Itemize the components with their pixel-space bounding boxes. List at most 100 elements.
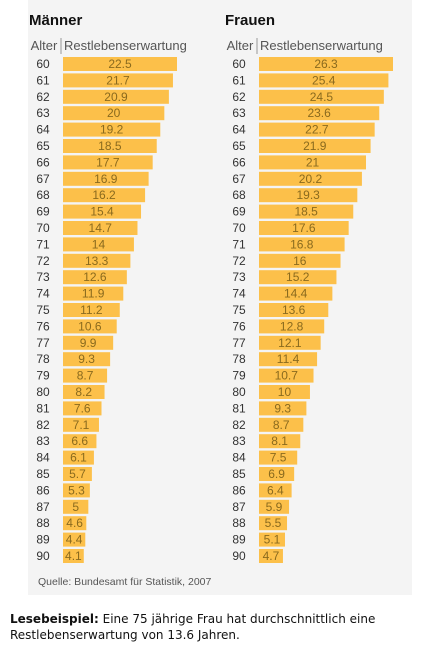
frauen-age-label: 72 bbox=[232, 254, 246, 268]
maenner-bar bbox=[63, 204, 142, 219]
source-note: Quelle: Bundesamt für Statistik, 2007 bbox=[38, 576, 212, 588]
maenner-age-label: 65 bbox=[36, 139, 50, 153]
frauen-value-label: 21 bbox=[306, 155, 320, 169]
maenner-bar bbox=[63, 253, 131, 268]
frauen-bar bbox=[259, 188, 358, 203]
frauen-value-label: 7.5 bbox=[270, 451, 287, 465]
frauen-age-label: 87 bbox=[232, 500, 246, 514]
maenner-bar bbox=[63, 516, 87, 531]
maenner-value-label: 5.7 bbox=[69, 467, 86, 481]
frauen-value-label: 16.8 bbox=[290, 237, 314, 251]
frauen-bar bbox=[259, 549, 283, 563]
frauen-bar bbox=[259, 155, 366, 170]
maenner-bar bbox=[63, 499, 89, 514]
maenner-age-label: 69 bbox=[36, 205, 50, 219]
frauen-bar bbox=[259, 319, 325, 334]
frauen-age-label: 68 bbox=[232, 188, 246, 202]
frauen-age-label: 78 bbox=[232, 352, 246, 366]
maenner-age-label: 74 bbox=[36, 287, 50, 301]
maenner-bar bbox=[63, 319, 117, 334]
frauen-value-label: 10 bbox=[278, 385, 292, 399]
frauen-value-label: 5.1 bbox=[264, 533, 281, 547]
frauen-age-label: 62 bbox=[232, 90, 246, 104]
maenner-value-label: 11.2 bbox=[80, 303, 103, 317]
frauen-bar bbox=[259, 106, 380, 121]
frauen-value-label: 23.6 bbox=[307, 106, 331, 120]
frauen-bar bbox=[259, 237, 345, 252]
maenner-bar bbox=[63, 57, 177, 71]
maenner-value-label: 15.4 bbox=[90, 205, 114, 219]
maenner-age-label: 61 bbox=[36, 73, 50, 87]
maenner-bar bbox=[63, 549, 84, 563]
maenner-bar bbox=[63, 286, 124, 301]
maenner-value-label: 14 bbox=[92, 237, 106, 251]
maenner-age-label: 75 bbox=[36, 303, 50, 317]
frauen-age-label: 86 bbox=[232, 483, 246, 497]
frauen-title: Frauen bbox=[225, 12, 275, 29]
frauen-value-label: 17.6 bbox=[292, 221, 316, 235]
frauen-age-label: 63 bbox=[232, 106, 246, 120]
maenner-value-label: 21.7 bbox=[106, 73, 130, 87]
maenner-value-label: 6.6 bbox=[71, 434, 88, 448]
maenner-value-label: 16.9 bbox=[94, 172, 118, 186]
frauen-age-label: 60 bbox=[232, 57, 246, 71]
maenner-age-label: 79 bbox=[36, 369, 50, 383]
frauen-age-label: 74 bbox=[232, 287, 246, 301]
frauen-age-label: 61 bbox=[232, 73, 246, 87]
maenner-value-label: 12.6 bbox=[83, 270, 107, 284]
frauen-bar bbox=[259, 368, 314, 383]
frauen-bar bbox=[259, 221, 349, 235]
frauen-age-label: 67 bbox=[232, 172, 246, 186]
maenner-age-label: 89 bbox=[36, 533, 50, 547]
maenner-value-label: 17.7 bbox=[96, 155, 120, 169]
maenner-age-label: 63 bbox=[36, 106, 50, 120]
frauen-bar bbox=[259, 122, 375, 137]
maenner-age-label: 87 bbox=[36, 500, 50, 514]
maenner-bar bbox=[63, 155, 153, 170]
maenner-age-label: 72 bbox=[36, 254, 50, 268]
maenner-age-label: 60 bbox=[36, 57, 50, 71]
frauen-bar bbox=[259, 303, 329, 317]
maenner-value-header: Restlebenserwartung bbox=[64, 38, 187, 53]
frauen-value-label: 8.7 bbox=[273, 418, 290, 432]
maenner-age-label: 80 bbox=[36, 385, 50, 399]
maenner-bar bbox=[63, 188, 146, 203]
frauen-value-label: 18.5 bbox=[294, 205, 318, 219]
frauen-bar bbox=[259, 467, 295, 481]
frauen-bar bbox=[259, 57, 393, 71]
maenner-value-label: 9.3 bbox=[78, 352, 95, 366]
frauen-bar bbox=[259, 286, 333, 301]
frauen-age-label: 83 bbox=[232, 434, 246, 448]
maenner-value-label: 19.2 bbox=[100, 123, 124, 137]
frauen-age-header: Alter bbox=[227, 38, 254, 53]
maenner-value-label: 18.5 bbox=[98, 139, 122, 153]
maenner-value-label: 4.1 bbox=[65, 549, 82, 563]
frauen-age-label: 71 bbox=[232, 237, 246, 251]
frauen-value-label: 12.1 bbox=[278, 336, 302, 350]
maenner-age-label: 84 bbox=[36, 451, 50, 465]
maenner-bar bbox=[63, 401, 102, 416]
frauen-bar bbox=[259, 204, 354, 219]
maenner-age-label: 66 bbox=[36, 155, 50, 169]
maenner-bar bbox=[63, 335, 114, 350]
maenner-bar bbox=[63, 221, 138, 235]
maenner-bar bbox=[63, 385, 105, 399]
maenner-age-label: 82 bbox=[36, 418, 50, 432]
caption: Lesebeispiel: Eine 75 jährige Frau hat d… bbox=[10, 611, 414, 643]
maenner-value-label: 8.2 bbox=[75, 385, 92, 399]
frauen-age-label: 77 bbox=[232, 336, 246, 350]
maenner-bar bbox=[63, 417, 99, 432]
maenner-age-label: 77 bbox=[36, 336, 50, 350]
frauen-age-label: 90 bbox=[232, 549, 246, 563]
frauen-value-label: 15.2 bbox=[286, 270, 310, 284]
maenner-value-label: 9.9 bbox=[80, 336, 97, 350]
maenner-value-label: 22.5 bbox=[108, 57, 132, 71]
frauen-value-label: 19.3 bbox=[296, 188, 320, 202]
frauen-bar bbox=[259, 335, 321, 350]
frauen-value-label: 25.4 bbox=[312, 73, 336, 87]
frauen-bar bbox=[259, 434, 301, 449]
maenner-age-label: 81 bbox=[36, 401, 50, 415]
frauen-bar bbox=[259, 89, 384, 104]
frauen-bar bbox=[259, 401, 307, 416]
caption-label: Lesebeispiel: bbox=[10, 612, 99, 626]
